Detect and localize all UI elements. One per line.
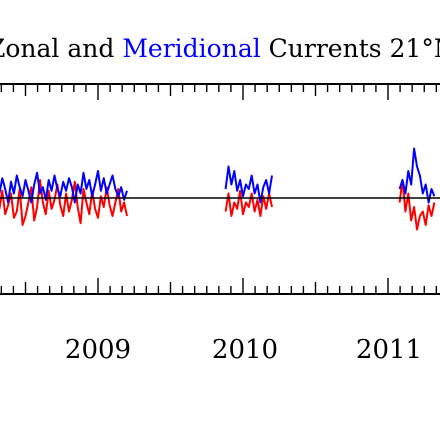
series-1-segment-1-line (224, 165, 273, 204)
series-1-segment-0-line (0, 170, 128, 204)
title-part-currents: Currents 21°N (261, 34, 440, 63)
tick-label-2009: 2009 (65, 335, 131, 365)
series-layer (0, 147, 436, 231)
title-part-meridional: Meridional (122, 34, 260, 63)
series-0-segment-2-line (398, 179, 436, 231)
series-0-segment-1-line (224, 189, 273, 217)
tick-label-2010: 2010 (212, 335, 278, 365)
tick-label-2011: 2011 (356, 335, 422, 365)
minor-ticks (0, 84, 438, 294)
title-part-zonal-and: Zonal and (0, 34, 122, 63)
series-1-segment-2-line (398, 147, 436, 204)
series-0-segment-0-line (0, 179, 128, 226)
chart-title: Zonal and Meridional Currents 21°N (0, 34, 440, 63)
